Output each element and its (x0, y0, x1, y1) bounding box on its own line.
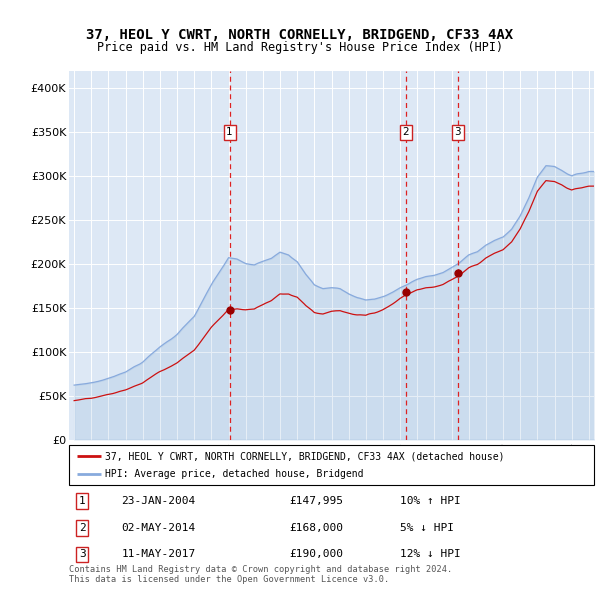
Text: 1: 1 (79, 496, 86, 506)
Text: This data is licensed under the Open Government Licence v3.0.: This data is licensed under the Open Gov… (69, 575, 389, 584)
Text: 02-MAY-2014: 02-MAY-2014 (121, 523, 196, 533)
Text: 2: 2 (403, 127, 409, 137)
Text: 3: 3 (79, 549, 86, 559)
Text: 2: 2 (79, 523, 86, 533)
Text: £190,000: £190,000 (290, 549, 343, 559)
Text: 3: 3 (454, 127, 461, 137)
Text: 37, HEOL Y CWRT, NORTH CORNELLY, BRIDGEND, CF33 4AX (detached house): 37, HEOL Y CWRT, NORTH CORNELLY, BRIDGEN… (105, 451, 504, 461)
Text: 5% ↓ HPI: 5% ↓ HPI (400, 523, 454, 533)
Text: 1: 1 (226, 127, 233, 137)
Text: 37, HEOL Y CWRT, NORTH CORNELLY, BRIDGEND, CF33 4AX: 37, HEOL Y CWRT, NORTH CORNELLY, BRIDGEN… (86, 28, 514, 42)
Text: HPI: Average price, detached house, Bridgend: HPI: Average price, detached house, Brid… (105, 468, 363, 478)
Text: £147,995: £147,995 (290, 496, 343, 506)
Text: £168,000: £168,000 (290, 523, 343, 533)
Text: 10% ↑ HPI: 10% ↑ HPI (400, 496, 461, 506)
Text: 12% ↓ HPI: 12% ↓ HPI (400, 549, 461, 559)
Text: Contains HM Land Registry data © Crown copyright and database right 2024.: Contains HM Land Registry data © Crown c… (69, 565, 452, 574)
Text: 11-MAY-2017: 11-MAY-2017 (121, 549, 196, 559)
Text: 23-JAN-2004: 23-JAN-2004 (121, 496, 196, 506)
Text: Price paid vs. HM Land Registry's House Price Index (HPI): Price paid vs. HM Land Registry's House … (97, 41, 503, 54)
